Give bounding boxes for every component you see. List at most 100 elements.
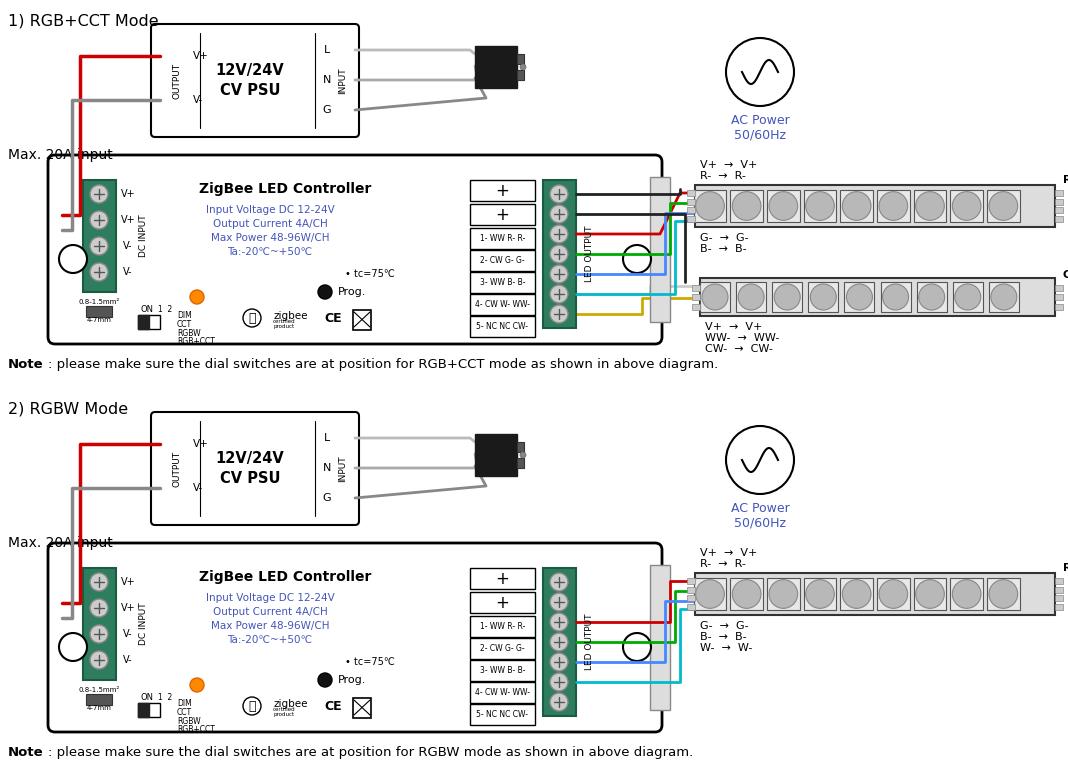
- Text: +: +: [496, 594, 509, 611]
- Circle shape: [879, 192, 908, 220]
- Bar: [695, 185, 1055, 227]
- Bar: [694, 578, 726, 610]
- Bar: [470, 704, 535, 725]
- Circle shape: [318, 285, 332, 299]
- Text: AC Power
50/60Hz: AC Power 50/60Hz: [731, 114, 789, 142]
- Bar: [687, 190, 695, 196]
- Bar: [1055, 578, 1063, 584]
- Text: V+  →  V+: V+ → V+: [700, 548, 757, 558]
- Text: V+: V+: [121, 215, 136, 225]
- Circle shape: [550, 305, 568, 323]
- Bar: [687, 595, 695, 601]
- Bar: [877, 578, 910, 610]
- Bar: [808, 282, 838, 312]
- Bar: [731, 189, 763, 222]
- Bar: [517, 70, 524, 80]
- Text: RGBW: RGBW: [177, 329, 201, 338]
- Text: CCT: CCT: [177, 708, 192, 717]
- Bar: [772, 282, 802, 312]
- Bar: [517, 458, 524, 468]
- Circle shape: [623, 633, 651, 661]
- Bar: [138, 703, 160, 717]
- Bar: [989, 282, 1019, 312]
- Bar: [470, 272, 535, 293]
- Circle shape: [726, 38, 794, 106]
- Bar: [543, 568, 576, 716]
- Text: INPUT: INPUT: [339, 67, 347, 94]
- FancyBboxPatch shape: [151, 24, 359, 137]
- Bar: [83, 180, 116, 292]
- Text: 4- CW W- WW-: 4- CW W- WW-: [475, 688, 530, 697]
- Bar: [1055, 207, 1063, 213]
- Text: Max. 20A input: Max. 20A input: [7, 148, 113, 162]
- Text: V+: V+: [193, 51, 208, 61]
- Circle shape: [550, 245, 568, 263]
- Circle shape: [733, 580, 761, 608]
- Bar: [695, 573, 1055, 615]
- Text: N: N: [323, 75, 331, 85]
- Circle shape: [90, 237, 108, 255]
- Bar: [987, 189, 1020, 222]
- Bar: [543, 180, 576, 328]
- Text: DC INPUT: DC INPUT: [139, 603, 147, 646]
- Bar: [650, 177, 670, 322]
- Circle shape: [520, 64, 527, 70]
- Circle shape: [915, 580, 944, 608]
- Bar: [470, 294, 535, 315]
- Text: 12V/24V: 12V/24V: [216, 63, 284, 78]
- Circle shape: [550, 185, 568, 203]
- Bar: [1055, 215, 1063, 222]
- Bar: [692, 284, 700, 290]
- Circle shape: [190, 290, 204, 304]
- Bar: [687, 215, 695, 222]
- Bar: [731, 578, 763, 610]
- Bar: [913, 578, 946, 610]
- Circle shape: [726, 426, 794, 494]
- Bar: [953, 282, 983, 312]
- Text: V+  →  V+: V+ → V+: [705, 322, 763, 332]
- Text: Note: Note: [7, 358, 44, 371]
- Text: 3- WW B- B-: 3- WW B- B-: [480, 666, 525, 675]
- Text: Prog.: Prog.: [337, 675, 366, 685]
- Bar: [475, 434, 517, 476]
- Bar: [1055, 604, 1063, 610]
- Text: ON: ON: [141, 694, 154, 703]
- Text: B-  →  B-: B- → B-: [700, 632, 747, 642]
- Bar: [354, 310, 371, 330]
- Text: 1- WW R- R-: 1- WW R- R-: [480, 622, 525, 631]
- Text: Ta:-20℃~+50℃: Ta:-20℃~+50℃: [227, 635, 313, 645]
- Text: +: +: [496, 569, 509, 588]
- Bar: [687, 199, 695, 205]
- Bar: [1055, 587, 1063, 593]
- Circle shape: [244, 697, 261, 715]
- Circle shape: [59, 245, 87, 273]
- Bar: [687, 604, 695, 610]
- Circle shape: [843, 580, 871, 608]
- Bar: [1055, 284, 1063, 290]
- Text: ON: ON: [141, 306, 154, 315]
- Text: 12V/24V: 12V/24V: [216, 451, 284, 466]
- Text: Output Current 4A/CH: Output Current 4A/CH: [213, 607, 328, 617]
- Text: 4-7mm: 4-7mm: [87, 317, 111, 323]
- Text: L: L: [324, 433, 330, 443]
- Circle shape: [695, 580, 724, 608]
- Text: ZigBee LED Controller: ZigBee LED Controller: [199, 570, 372, 584]
- Text: LED OUTPUT: LED OUTPUT: [585, 225, 595, 282]
- Text: RGB+CCT: RGB+CCT: [177, 725, 215, 734]
- Circle shape: [733, 192, 761, 220]
- Bar: [767, 578, 800, 610]
- Bar: [138, 703, 150, 717]
- Bar: [803, 578, 836, 610]
- Bar: [470, 660, 535, 681]
- Bar: [138, 315, 160, 329]
- Text: 1  2: 1 2: [158, 305, 172, 313]
- Bar: [470, 204, 535, 225]
- Text: V-: V-: [193, 95, 203, 105]
- Circle shape: [190, 678, 204, 692]
- Circle shape: [90, 211, 108, 229]
- Bar: [877, 189, 910, 222]
- Text: AC Power
50/60Hz: AC Power 50/60Hz: [731, 502, 789, 530]
- Bar: [1055, 303, 1063, 309]
- Circle shape: [811, 284, 836, 310]
- Text: V+: V+: [193, 439, 208, 449]
